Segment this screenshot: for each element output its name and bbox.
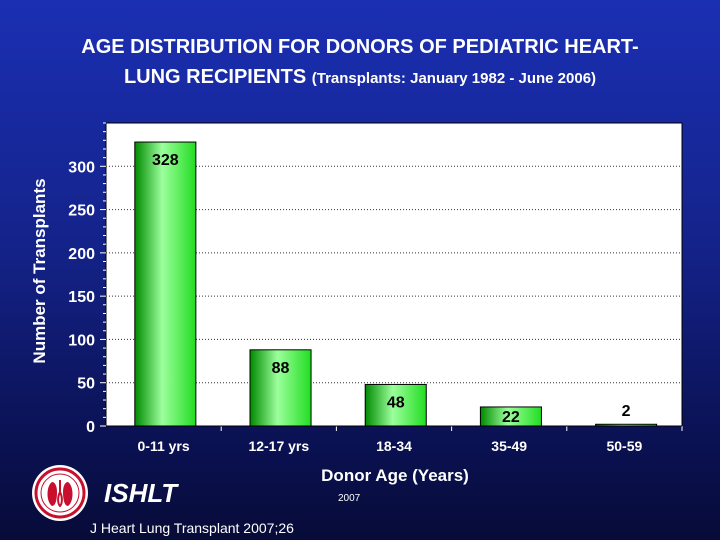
title-line2: LUNG RECIPIENTS xyxy=(123,66,307,88)
data-label: 22 xyxy=(502,409,520,426)
citation: J Heart Lung Transplant 2007;26 xyxy=(90,520,294,536)
bar xyxy=(134,141,197,427)
y-tick-label: 100 xyxy=(68,332,95,349)
y-tick-label: 150 xyxy=(68,289,95,306)
data-label: 328 xyxy=(152,152,179,169)
y-axis-label: Number of Transplants xyxy=(30,178,49,364)
x-tick-label: 0-11 yrs xyxy=(138,438,190,454)
plot-area xyxy=(105,122,683,427)
chart-title: AGE DISTRIBUTION FOR DONORS OF PEDIATRIC… xyxy=(0,32,720,94)
x-tick-label: 18-34 xyxy=(376,438,412,454)
x-tick-label: 12-17 yrs xyxy=(248,438,309,454)
y-tick-label: 0 xyxy=(86,419,95,436)
x-axis-label: Donor Age (Years) xyxy=(321,466,469,485)
y-tick-label: 200 xyxy=(68,246,95,263)
bar xyxy=(249,349,312,427)
bar xyxy=(364,383,427,427)
y-tick-label: 50 xyxy=(77,376,95,393)
data-label: 48 xyxy=(387,394,405,411)
data-label: 2 xyxy=(622,403,631,420)
chart-subtitle: (Transplants: January 1982 - June 2006) xyxy=(311,70,597,87)
y-tick-label: 300 xyxy=(68,159,95,176)
ishlt-logo-icon xyxy=(32,465,88,521)
x-tick-label: 50-59 xyxy=(606,438,642,454)
y-tick-label: 250 xyxy=(68,203,95,220)
x-tick-label: 35-49 xyxy=(491,438,527,454)
year-label: 2007 xyxy=(338,493,361,504)
org-name: ISHLT xyxy=(104,478,178,508)
title-line1: AGE DISTRIBUTION FOR DONORS OF PEDIATRIC… xyxy=(81,36,639,58)
data-label: 88 xyxy=(272,360,290,377)
